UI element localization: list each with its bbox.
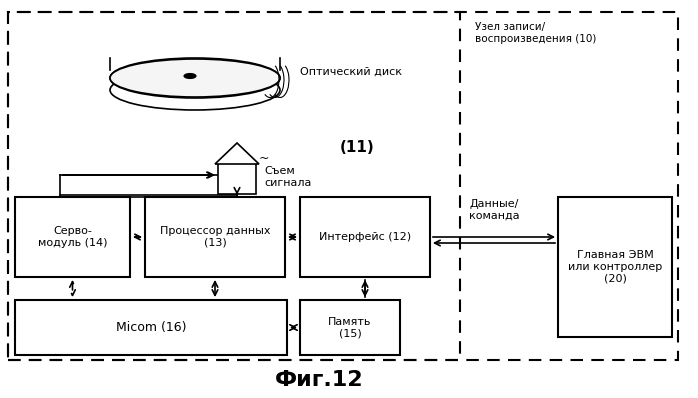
Text: Оптический диск: Оптический диск <box>300 67 402 77</box>
Text: Интерфейс (12): Интерфейс (12) <box>319 232 411 242</box>
Ellipse shape <box>110 70 280 110</box>
Ellipse shape <box>110 59 280 97</box>
Bar <box>145 197 285 277</box>
Bar <box>8 12 460 360</box>
Text: Съем
сигнала: Съем сигнала <box>264 166 311 187</box>
Bar <box>558 197 672 337</box>
Text: Фиг.12: Фиг.12 <box>275 370 364 390</box>
Text: (11): (11) <box>340 140 375 156</box>
Bar <box>300 300 400 355</box>
Text: ~: ~ <box>259 152 269 164</box>
Text: Память
(15): Память (15) <box>328 317 372 338</box>
Polygon shape <box>215 143 259 164</box>
Ellipse shape <box>110 58 280 98</box>
Bar <box>218 162 256 194</box>
Bar <box>15 197 130 277</box>
Text: Главная ЭВМ
или контроллер
(20): Главная ЭВМ или контроллер (20) <box>568 250 662 284</box>
Text: Micom (16): Micom (16) <box>116 321 186 334</box>
Bar <box>8 12 678 360</box>
Bar <box>300 197 430 277</box>
Text: Серво-
модуль (14): Серво- модуль (14) <box>38 226 107 248</box>
Text: Процессор данных
(13): Процессор данных (13) <box>160 226 270 248</box>
Bar <box>15 300 287 355</box>
Text: Узел записи/
воспроизведения (10): Узел записи/ воспроизведения (10) <box>475 22 596 44</box>
Ellipse shape <box>184 74 196 78</box>
Text: Данные/
команда: Данные/ команда <box>468 199 519 221</box>
